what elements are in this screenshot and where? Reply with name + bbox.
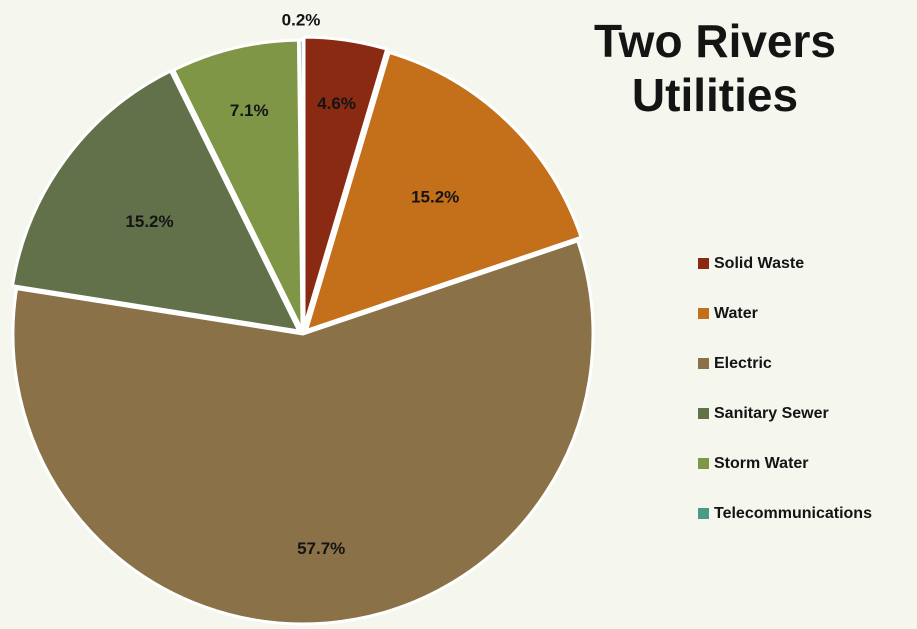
- pie-slice-solid-waste: [302, 35, 389, 329]
- legend-item-water: Water: [698, 301, 872, 326]
- pie-slice-storm-water: [172, 38, 304, 332]
- legend-label: Telecommunications: [714, 504, 872, 522]
- chart-title: Two Rivers Utilities: [594, 15, 836, 121]
- pie-slice-water: [304, 50, 583, 332]
- legend-label: Solid Waste: [714, 254, 805, 272]
- legend-label: Storm Water: [714, 454, 809, 472]
- legend-item-storm-water: Storm Water: [698, 451, 872, 476]
- pie-slice-sanitary-sewer: [11, 69, 301, 333]
- legend-label: Sanitary Sewer: [714, 404, 829, 422]
- legend-swatch: [698, 408, 709, 419]
- data-label: 57.7%: [297, 539, 345, 558]
- legend-swatch: [698, 458, 709, 469]
- legend: Solid Waste Water Electric Sanitary Sewe…: [698, 251, 872, 551]
- legend-swatch: [698, 508, 709, 519]
- legend-item-electric: Electric: [698, 351, 872, 376]
- legend-swatch: [698, 308, 709, 319]
- legend-swatch: [698, 258, 709, 269]
- data-label: 0.2%: [282, 11, 321, 30]
- pie-slice-telecommunications: [297, 38, 305, 332]
- pie-slice-electric: [11, 239, 595, 626]
- legend-label: Water: [714, 304, 758, 322]
- legend-swatch: [698, 358, 709, 369]
- legend-item-telecommunications: Telecommunications: [698, 501, 872, 526]
- data-label: 4.6%: [317, 94, 356, 113]
- data-label: 15.2%: [125, 212, 173, 231]
- legend-item-solid-waste: Solid Waste: [698, 251, 872, 276]
- data-label: 7.1%: [230, 101, 269, 120]
- data-label: 15.2%: [411, 188, 459, 207]
- legend-label: Electric: [714, 354, 772, 372]
- legend-item-sanitary-sewer: Sanitary Sewer: [698, 401, 872, 426]
